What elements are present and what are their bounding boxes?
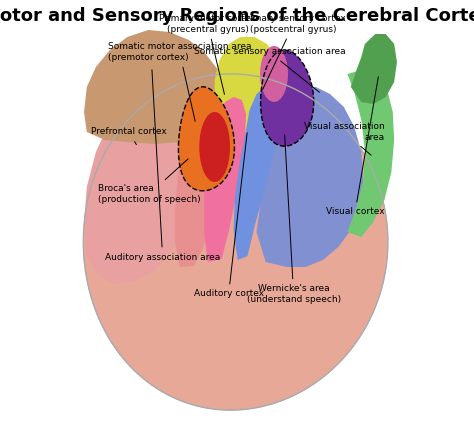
Polygon shape xyxy=(199,112,230,182)
Polygon shape xyxy=(175,110,222,267)
Polygon shape xyxy=(83,74,388,410)
Text: Primary motor cortex
(precentral gyrus): Primary motor cortex (precentral gyrus) xyxy=(159,14,256,94)
Polygon shape xyxy=(260,46,288,102)
Text: Primary sensory cortex
(postcentral gyrus): Primary sensory cortex (postcentral gyru… xyxy=(241,14,346,89)
Polygon shape xyxy=(84,30,225,144)
Text: Visual association
area: Visual association area xyxy=(304,122,384,155)
Text: Prefrontal cortex: Prefrontal cortex xyxy=(91,127,167,145)
Text: Auditory cortex: Auditory cortex xyxy=(193,133,264,298)
Text: Motor and Sensory Regions of the Cerebral Cortex: Motor and Sensory Regions of the Cerebra… xyxy=(0,7,474,25)
Text: Somatic sensory association area: Somatic sensory association area xyxy=(194,47,345,92)
Text: Wernicke's area
(understand speech): Wernicke's area (understand speech) xyxy=(246,135,341,304)
Polygon shape xyxy=(261,50,314,146)
Text: Auditory association area: Auditory association area xyxy=(105,70,220,262)
Text: Broca's area
(production of speech): Broca's area (production of speech) xyxy=(98,159,201,204)
Polygon shape xyxy=(256,87,364,267)
Polygon shape xyxy=(234,87,281,260)
Polygon shape xyxy=(347,70,394,237)
Polygon shape xyxy=(215,37,283,132)
Text: Somatic motor association area
(premotor cortex): Somatic motor association area (premotor… xyxy=(108,42,251,121)
Polygon shape xyxy=(351,34,397,104)
Polygon shape xyxy=(178,87,235,191)
Text: Visual cortex: Visual cortex xyxy=(326,77,384,217)
Polygon shape xyxy=(84,92,201,284)
Polygon shape xyxy=(204,97,246,262)
